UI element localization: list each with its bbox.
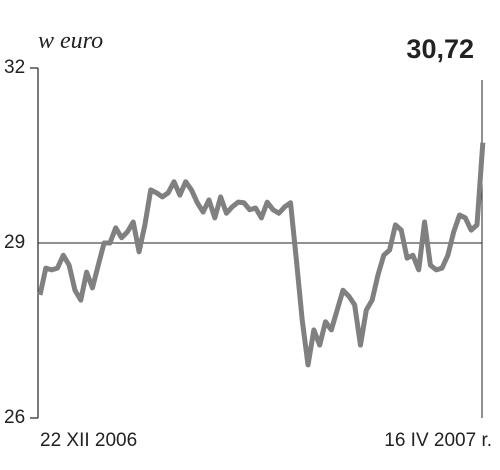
x-tick-label: 16 IV 2007 r. <box>384 430 492 451</box>
last-value-label: 30,72 <box>406 34 474 64</box>
y-tick-label: 29 <box>4 232 25 253</box>
x-tick-label: 22 XII 2006 <box>40 430 137 451</box>
y-tick-label: 26 <box>4 407 25 428</box>
price-line <box>37 142 486 368</box>
chart-title: w euro <box>38 28 103 54</box>
y-tick-label: 32 <box>4 57 25 78</box>
